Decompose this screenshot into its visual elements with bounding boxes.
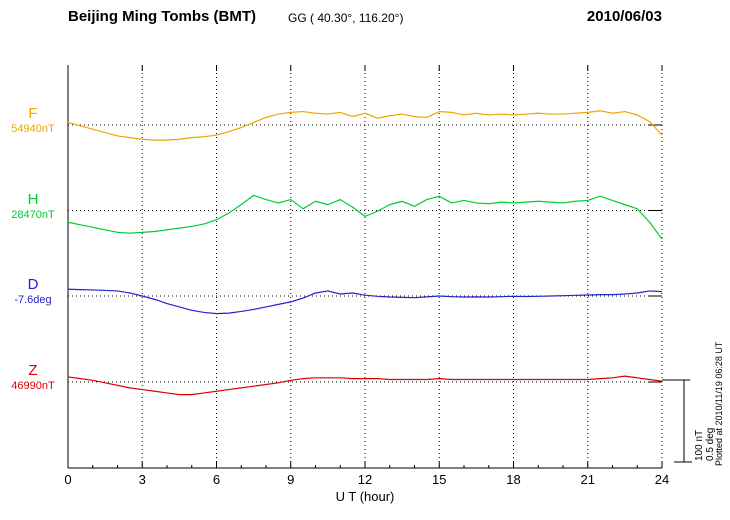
series-trace-F — [67, 110, 663, 141]
plotted-timestamp: Plotted at 2010/11/19 06:28 UT — [714, 341, 724, 466]
x-tick-label: 3 — [139, 472, 146, 487]
x-tick-label: 21 — [581, 472, 595, 487]
x-tick-label: 15 — [432, 472, 446, 487]
x-tick-label: 18 — [506, 472, 520, 487]
series-trace-H — [67, 194, 663, 240]
channel-label-F: F 54940nT — [2, 106, 64, 136]
x-axis-label: U T (hour) — [335, 489, 395, 504]
x-tick-label: 0 — [64, 472, 71, 487]
series-trace-Z — [67, 375, 663, 396]
station-title: Beijing Ming Tombs (BMT) — [68, 8, 257, 25]
channel-baseline-H: 28470nT — [11, 209, 55, 221]
series-trace-D — [67, 288, 663, 315]
channel-baseline-D: -7.6deg — [14, 294, 52, 306]
channel-baseline-F: 54940nT — [11, 123, 55, 135]
x-tick-label: 9 — [287, 472, 294, 487]
scale-bar-labels: 100 nT 0.5 deg — [694, 428, 716, 461]
station-coordinates: GG ( 40.30°, 116.20°) — [288, 11, 404, 25]
channel-baseline-Z: 46990nT — [11, 380, 55, 392]
x-tick-label: 24 — [655, 472, 669, 487]
channel-label-H: H 28470nT — [2, 192, 64, 222]
plot-date: 2010/06/03 — [586, 8, 662, 25]
channel-letter-F: F — [28, 105, 38, 122]
channel-label-D: D -7.6deg — [2, 277, 64, 307]
channel-letter-D: D — [27, 276, 39, 293]
channel-letter-H: H — [27, 191, 39, 208]
channel-label-Z: Z 46990nT — [2, 363, 64, 393]
x-tick-label: 12 — [358, 472, 372, 487]
scale-nt-label: 100 nT — [694, 429, 705, 461]
channel-letter-Z: Z — [28, 362, 38, 379]
x-tick-label: 6 — [213, 472, 220, 487]
